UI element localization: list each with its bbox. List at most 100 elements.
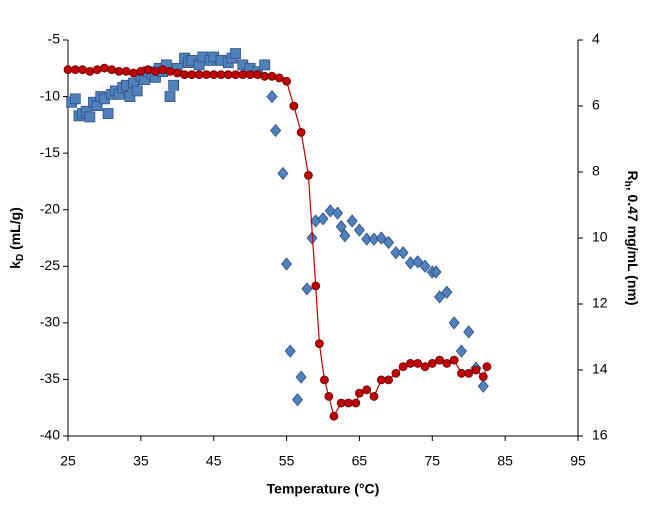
circle-point	[442, 358, 452, 368]
diamond-point	[284, 344, 296, 358]
square-point	[102, 108, 114, 119]
circle-point	[114, 66, 124, 76]
circle-point	[355, 388, 364, 398]
circle-point	[172, 68, 182, 78]
y-tick-label: -15	[40, 144, 60, 160]
circle-point	[151, 66, 160, 76]
circle-point	[238, 70, 248, 80]
diamond-point	[434, 290, 446, 304]
diamond-point	[412, 255, 424, 269]
diamond-point	[301, 282, 313, 296]
circle-point	[70, 65, 80, 75]
diamond-point	[463, 325, 475, 339]
diamond-point	[441, 285, 453, 299]
diamond-point	[291, 393, 304, 407]
x-tick-label: 65	[352, 453, 368, 469]
circle-point	[92, 65, 102, 75]
y2-tick-label: 6	[592, 97, 600, 113]
y-tick-label: -5	[48, 31, 61, 47]
circle-point	[413, 358, 423, 368]
circle-point	[267, 71, 277, 81]
y-tick-label: -40	[40, 427, 60, 443]
circle-point	[351, 398, 361, 408]
circle-point	[63, 65, 73, 75]
circle-point	[435, 355, 444, 365]
diamond-point	[430, 265, 442, 279]
diamond-point	[277, 166, 289, 181]
circle-point	[362, 385, 372, 395]
diamond-point	[361, 232, 373, 246]
y-tick-label: -10	[40, 87, 60, 103]
circle-point	[336, 398, 346, 408]
circle-point	[100, 63, 109, 73]
y2-tick-label: 4	[592, 31, 600, 47]
circle-point	[136, 66, 146, 76]
y2-tick-label: 10	[592, 229, 608, 245]
y-tick-label: -35	[40, 370, 60, 386]
circle-point	[398, 362, 408, 372]
circle-point	[143, 65, 153, 75]
square-point	[69, 93, 81, 105]
circle-point	[427, 358, 437, 368]
diamond-point	[477, 379, 489, 393]
circle-point	[282, 76, 291, 86]
x-tick-label: 95	[570, 453, 586, 469]
y2-tick-label: 12	[592, 295, 608, 311]
x-tick-label: 25	[60, 453, 76, 469]
diamond-point	[335, 220, 347, 234]
diamond-point	[266, 89, 278, 104]
square-point	[164, 91, 176, 102]
diamond-point	[390, 246, 402, 260]
circle-point	[165, 66, 175, 76]
circle-point	[369, 391, 379, 401]
circle-point	[457, 368, 466, 378]
circle-point	[482, 362, 492, 372]
x-tick-label: 55	[279, 453, 295, 469]
diamond-point	[375, 231, 387, 245]
circle-point	[406, 358, 415, 368]
circle-point	[107, 65, 117, 75]
x-axis-label: Temperature (°C)	[267, 481, 380, 497]
y2-axis-label: Rh, 0.47 mg/mL (nm)	[622, 170, 641, 305]
diamond-point	[339, 229, 351, 243]
y-axis-label: kD (mL/g)	[7, 207, 26, 269]
circle-point	[304, 170, 313, 180]
x-tick-label: 75	[424, 453, 440, 469]
y-tick-label: -30	[40, 314, 60, 330]
circle-point	[314, 339, 324, 349]
diamond-point	[317, 212, 329, 226]
circle-point	[216, 70, 226, 80]
diamond-point	[448, 316, 460, 330]
circle-point	[274, 73, 284, 83]
diamond-point	[281, 257, 293, 271]
x-tick-label: 35	[133, 453, 149, 469]
diamond-point	[346, 214, 358, 228]
square-point	[84, 111, 96, 123]
circle-point	[158, 65, 168, 75]
y-tick-label: -20	[40, 200, 60, 216]
circle-point	[129, 68, 138, 78]
circle-point	[464, 368, 474, 378]
circle-point	[449, 355, 459, 365]
circle-point	[253, 70, 262, 80]
circle-point	[187, 70, 197, 80]
circle-point	[420, 362, 430, 372]
circle-point	[85, 66, 95, 76]
circle-point	[231, 70, 240, 80]
circle-point	[260, 71, 270, 81]
circle-point	[245, 70, 255, 80]
circle-point	[320, 375, 329, 385]
diamond-point	[332, 206, 344, 220]
circle-point	[289, 101, 299, 111]
circle-point	[180, 70, 189, 80]
y2-tick-label: 16	[592, 427, 608, 443]
diamond-point	[353, 223, 365, 237]
square-point	[124, 91, 136, 102]
circle-point	[311, 281, 321, 291]
diamond-point	[455, 344, 467, 358]
diamond-point	[295, 370, 307, 384]
circle-point	[391, 368, 401, 378]
circle-point	[376, 375, 386, 385]
circle-point	[471, 365, 481, 375]
